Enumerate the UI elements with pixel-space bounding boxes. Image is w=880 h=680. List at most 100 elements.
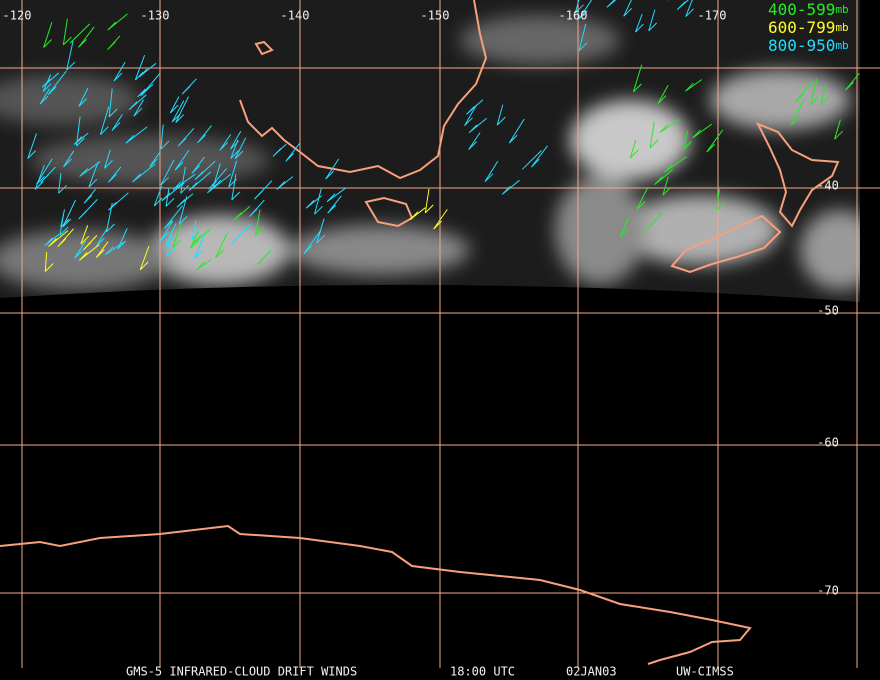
wind-barb: [139, 246, 150, 271]
wind-barb: [606, 0, 617, 8]
wind-barb: [149, 151, 161, 168]
antarctica-coast: [0, 524, 752, 665]
wind-barb: [193, 232, 206, 260]
wind-barb: [233, 205, 251, 222]
wind-barb: [69, 23, 91, 44]
wind-barb: [48, 230, 69, 247]
wind-barb: [160, 124, 170, 150]
wind-barb: [659, 118, 680, 134]
wind-barb: [303, 229, 322, 255]
wind-barb: [468, 132, 481, 150]
longitude-label: -130: [141, 9, 170, 23]
wind-barb: [692, 123, 713, 139]
wind-barb: [78, 244, 100, 261]
wind-barb: [790, 100, 805, 126]
wind-barb: [181, 78, 197, 95]
wind-barb: [254, 180, 273, 200]
wind-barb: [104, 149, 113, 169]
wind-barb: [140, 73, 161, 97]
legend-entry: 600-799mb: [768, 18, 849, 37]
wind-barb: [272, 143, 287, 157]
wind-barb: [41, 72, 60, 88]
footer-date: 02JAN03: [566, 665, 617, 679]
wind-barb: [107, 13, 128, 31]
wind-barb: [575, 0, 584, 14]
wind-barb: [834, 119, 843, 140]
wind-barb: [629, 139, 639, 159]
wind-barb: [484, 160, 499, 183]
wind-barb: [36, 158, 53, 185]
wind-barb: [39, 88, 51, 105]
longitude-label: -170: [698, 9, 727, 23]
wind-barb: [197, 125, 212, 144]
wind-barb: [424, 188, 434, 214]
wind-barb: [643, 212, 663, 233]
wind-barb: [83, 188, 96, 204]
wind-barb: [276, 176, 294, 190]
legend-range: 400-599: [768, 0, 835, 19]
wind-barb: [285, 142, 301, 162]
wind-barb: [108, 192, 129, 211]
wind-barb: [522, 150, 542, 170]
legend-unit: mb: [835, 3, 848, 16]
wind-barb: [468, 117, 488, 134]
wind-barb: [409, 207, 426, 221]
wind-barb: [228, 160, 238, 188]
wind-barb: [327, 195, 342, 214]
wind-barb: [63, 150, 75, 168]
wind-barb: [153, 185, 163, 207]
wind-barb: [530, 145, 548, 168]
wind-barb: [194, 160, 216, 180]
wind-barb: [58, 173, 67, 194]
legend-entry: 800-950mb: [768, 36, 849, 55]
wind-barb: [165, 187, 175, 207]
wind-barb: [178, 196, 188, 225]
wind-barb: [88, 161, 99, 188]
wind-barb: [254, 209, 264, 236]
wind-barb: [79, 161, 101, 177]
wind-barb: [501, 179, 520, 195]
latitude-label: -40: [817, 179, 839, 193]
wind-barb: [95, 241, 109, 258]
wind-barb: [192, 228, 212, 245]
wind-barb: [496, 104, 506, 126]
wind-barb: [649, 121, 659, 149]
new-zealand-north: [755, 122, 840, 228]
wind-barb: [663, 156, 687, 173]
coastlines: [0, 0, 840, 665]
cloud-imagery: [0, 0, 860, 302]
wind-barb: [231, 173, 241, 201]
latitude-labels: -40 -50 -60 -70: [817, 179, 839, 598]
wind-barb: [464, 104, 478, 127]
wind-barb: [161, 182, 185, 202]
longitude-label: -140: [281, 9, 310, 23]
latitude-label: -60: [817, 436, 839, 450]
wind-barb: [107, 35, 121, 51]
wind-barb: [174, 150, 190, 171]
wind-barb: [62, 18, 72, 46]
wind-barb: [166, 233, 176, 257]
wind-barb: [99, 106, 110, 135]
wind-barb: [159, 220, 174, 241]
wind-barb: [113, 62, 126, 82]
wind-barb: [57, 228, 74, 248]
wind-barb: [43, 22, 53, 48]
wind-barb: [634, 14, 644, 33]
latitude-label: -50: [817, 304, 839, 318]
wind-barb: [108, 166, 122, 183]
footer-time: 18:00 UTC: [450, 665, 515, 679]
wind-barb: [632, 64, 643, 93]
wind-barb: [657, 85, 669, 104]
wind-barb: [685, 0, 695, 18]
wind-barb: [234, 137, 247, 160]
wind-barb: [175, 96, 189, 123]
wind-barb: [172, 223, 182, 249]
wind-barb: [325, 158, 340, 180]
wind-barb: [62, 199, 76, 228]
footer: GMS-5 INFRARED-CLOUD DRIFT WINDS 18:00 U…: [126, 665, 734, 679]
wind-barb: [133, 99, 144, 117]
wind-barb: [128, 94, 147, 111]
new-zealand-south: [670, 214, 782, 274]
